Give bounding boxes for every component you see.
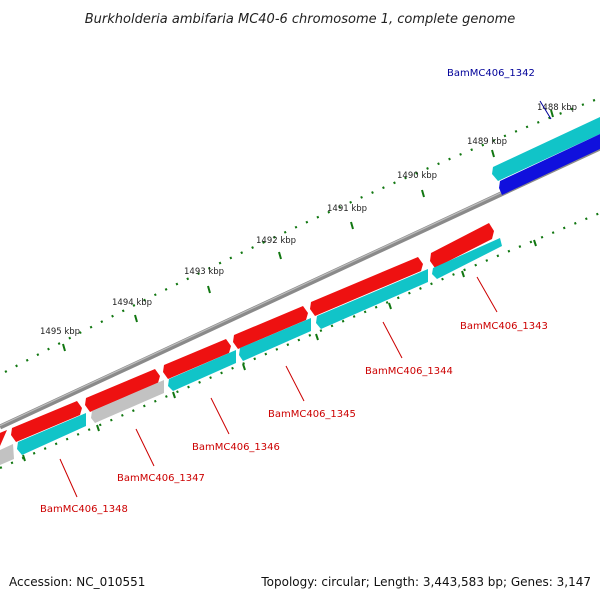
tick-label-1493: 1493 kbp [184, 267, 224, 277]
gene-block-1346 [168, 350, 236, 391]
inner-tick-e [315, 333, 319, 341]
gene-label-1347[interactable]: BamMC406_1347 [117, 473, 205, 484]
inner-tick-g [461, 270, 465, 278]
backbone [0, 145, 600, 430]
gene-label-1344[interactable]: BamMC406_1344 [365, 366, 453, 377]
inner-minor-tick-row [0, 211, 600, 470]
accession-text: Accession: NC_010551 [9, 575, 145, 589]
gene-label-1345[interactable]: BamMC406_1345 [268, 409, 356, 420]
minor-tick-row [4, 96, 600, 373]
major-tick-1494 [134, 314, 138, 323]
gene-highlight-1342 [499, 134, 600, 195]
leader-1343 [476, 276, 498, 313]
leader-1347 [135, 428, 155, 467]
major-tick-1489 [491, 149, 495, 158]
gene-labels: BamMC406_1342 BamMC406_1343 BamMC406_134… [40, 68, 548, 515]
tick-labels: 1488 kbp 1489 kbp 1490 kbp 1491 kbp 1492… [40, 103, 577, 337]
inner-tick-track [0, 211, 600, 470]
gene-label-1346[interactable]: BamMC406_1346 [192, 442, 280, 453]
leader-1346 [210, 397, 230, 435]
outer-tick-track [4, 96, 600, 373]
gene-block-1343 [432, 238, 502, 279]
gene-arrow-1349 [0, 430, 7, 446]
gene-label-1342[interactable]: BamMC406_1342 [447, 68, 535, 79]
leader-1344 [382, 321, 403, 359]
inner-tick-d [242, 363, 246, 371]
backbone-highlight [0, 146, 600, 427]
leader-1342 [539, 100, 552, 120]
gene-block-1342 [492, 117, 600, 181]
inner-tick-b [96, 424, 100, 432]
tick-label-1495: 1495 kbp [40, 327, 80, 337]
map-title: Burkholderia ambifaria MC40-6 chromosome… [85, 12, 515, 27]
pseudo-gene-1349 [0, 444, 14, 465]
major-tick-1492 [278, 251, 282, 260]
inner-tick-f [388, 302, 392, 310]
gene-block-1345 [239, 318, 311, 361]
leader-1348 [59, 458, 78, 498]
tick-label-1488: 1488 kbp [537, 103, 577, 113]
tick-label-1490: 1490 kbp [397, 171, 437, 181]
major-tick-1488 [550, 109, 554, 118]
tick-label-1489: 1489 kbp [467, 137, 507, 147]
gene-arrow-1346 [163, 339, 231, 379]
leader-lines [59, 100, 552, 498]
gene-arrow-1345 [233, 306, 308, 349]
inner-tick-a [22, 454, 26, 462]
gene-label-1343[interactable]: BamMC406_1343 [460, 321, 548, 332]
inner-tick-h [533, 239, 537, 247]
major-tick-1493 [207, 285, 211, 294]
gene-1342-group [492, 117, 600, 195]
gene-block-1344 [316, 269, 428, 329]
forward-gene-track [0, 223, 494, 446]
tick-label-1491: 1491 kbp [327, 204, 367, 214]
major-tick-1490 [421, 189, 425, 198]
gene-arrow-1347 [85, 369, 160, 412]
footer: Accession: NC_010551 Topology: circular;… [9, 575, 591, 589]
major-tick-1491 [350, 221, 354, 230]
gene-arrow-1348 [11, 401, 82, 442]
topology-text: Topology: circular; Length: 3,443,583 bp… [260, 575, 591, 589]
major-tick-1495 [62, 343, 66, 352]
inner-tick-c [172, 391, 176, 399]
pseudo-gene-1347 [91, 380, 164, 423]
reverse-gene-track [0, 238, 502, 465]
leader-1345 [285, 365, 305, 402]
gene-block-1348 [17, 413, 86, 455]
gene-arrow-1344 [310, 257, 423, 316]
gene-label-1348[interactable]: BamMC406_1348 [40, 504, 128, 515]
tick-label-1492: 1492 kbp [256, 236, 296, 246]
gene-arrow-1343 [430, 223, 494, 268]
tick-label-1494: 1494 kbp [112, 298, 152, 308]
backbone-line [0, 145, 600, 430]
